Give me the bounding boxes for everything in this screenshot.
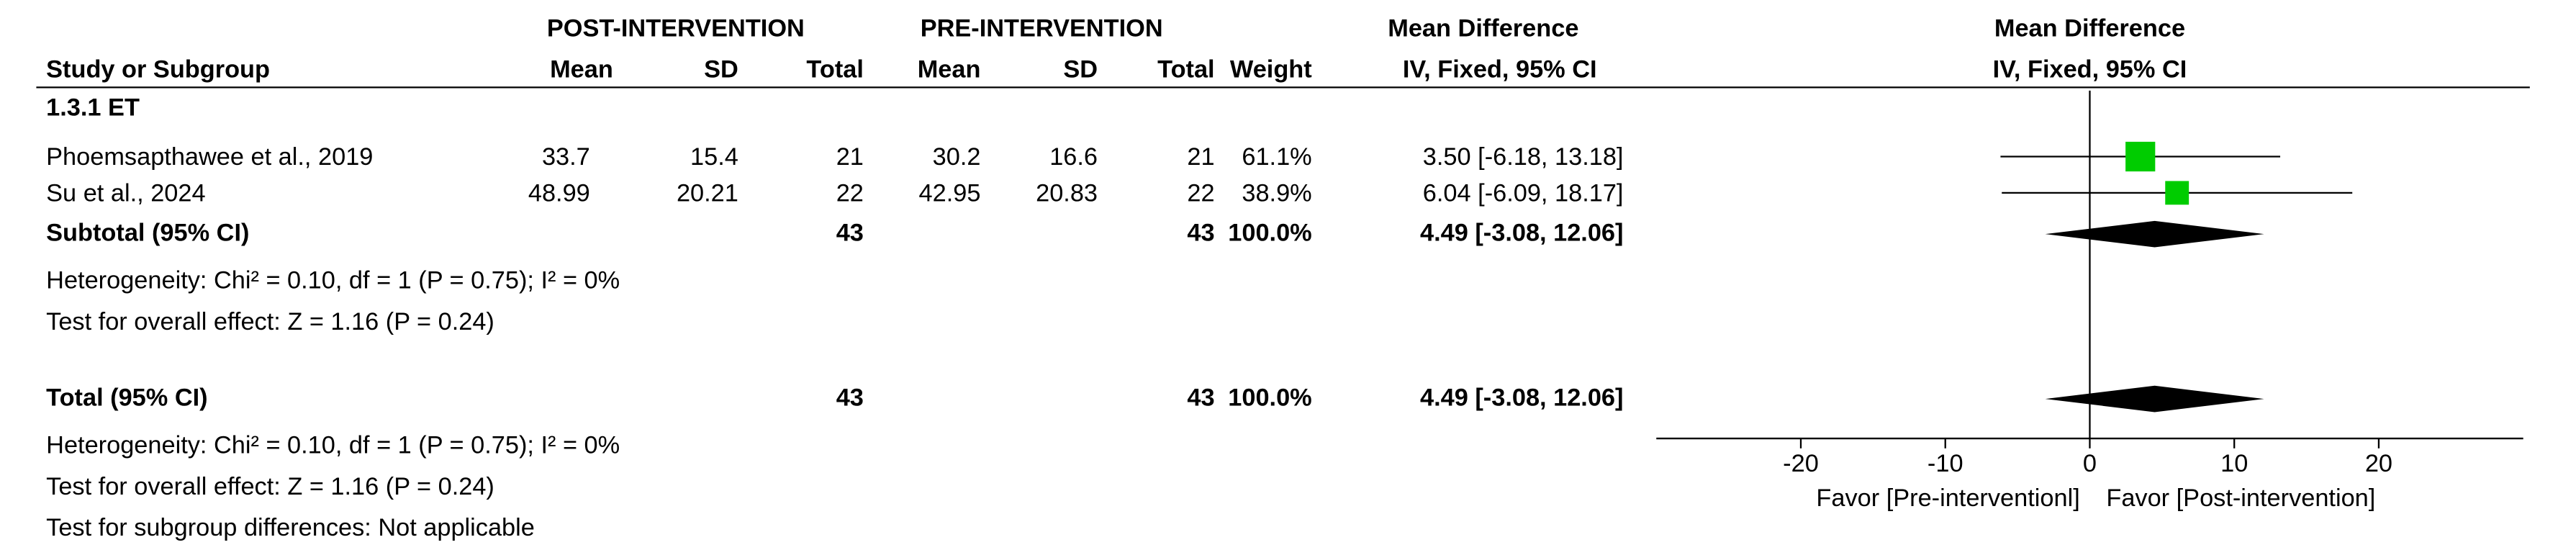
- group-header: PRE-INTERVENTION: [921, 14, 1163, 42]
- cell: 20.21: [677, 179, 738, 207]
- x-tick-label: -10: [1928, 450, 1963, 477]
- summary-name: Subtotal (95% CI): [46, 219, 249, 246]
- cell: 16.6: [1049, 143, 1098, 171]
- summary-diamond: [2045, 385, 2264, 412]
- x-tick-label: 20: [2365, 450, 2392, 477]
- cell: 43: [1187, 384, 1214, 411]
- cell: 100.0%: [1228, 219, 1311, 246]
- cell: 15.4: [690, 143, 738, 171]
- plot-header: Mean Difference: [1994, 14, 2185, 42]
- cell: 4.49 [-3.08, 12.06]: [1420, 219, 1623, 246]
- column-header: Weight: [1230, 56, 1312, 84]
- column-header: Study or Subgroup: [46, 56, 270, 84]
- summary-diamond: [2045, 220, 2264, 248]
- x-tick-label: 0: [2083, 450, 2097, 477]
- overall-effect: Test for overall effect: Z = 1.16 (P = 0…: [46, 473, 494, 500]
- favor-label: Favor [Post-intervention]: [2106, 484, 2375, 512]
- column-header: Total: [1157, 56, 1214, 84]
- cell: 21: [836, 143, 864, 171]
- cell: 3.50 [-6.18, 13.18]: [1423, 143, 1624, 171]
- x-tick-label: 10: [2220, 450, 2248, 477]
- x-tick-label: -20: [1783, 450, 1819, 477]
- column-header: IV, Fixed, 95% CI: [1403, 56, 1597, 84]
- column-header: SD: [1063, 56, 1098, 84]
- summary-name: Total (95% CI): [46, 384, 207, 411]
- favor-label: Favor [Pre-interventionl]: [1816, 484, 2079, 512]
- column-header: Total: [806, 56, 863, 84]
- overall-effect: Test for overall effect: Z = 1.16 (P = 0…: [46, 308, 494, 335]
- study-name: Phoemsapthawee et al., 2019: [46, 143, 373, 171]
- column-header: SD: [704, 56, 738, 84]
- cell: 48.99: [528, 179, 590, 207]
- cell: 20.83: [1036, 179, 1098, 207]
- cell: 42.95: [919, 179, 981, 207]
- heterogeneity: Heterogeneity: Chi² = 0.10, df = 1 (P = …: [46, 432, 620, 459]
- cell: 100.0%: [1228, 384, 1311, 411]
- cell: 43: [836, 384, 864, 411]
- effect-header: Mean Difference: [1388, 14, 1578, 42]
- group-header: POST-INTERVENTION: [547, 14, 805, 42]
- study-name: Su et al., 2024: [46, 179, 205, 207]
- column-header: Mean: [550, 56, 613, 84]
- cell: 4.49 [-3.08, 12.06]: [1420, 384, 1623, 411]
- subgroup-diff: Test for subgroup differences: Not appli…: [46, 514, 535, 541]
- cell: 33.7: [542, 143, 590, 171]
- column-header: Mean: [918, 56, 981, 84]
- cell: 43: [1187, 219, 1214, 246]
- cell: 22: [1187, 179, 1214, 207]
- heterogeneity: Heterogeneity: Chi² = 0.10, df = 1 (P = …: [46, 267, 620, 294]
- cell: 43: [836, 219, 864, 246]
- subgroup-label: 1.3.1 ET: [46, 94, 140, 121]
- study-square: [2165, 181, 2189, 205]
- cell: 22: [836, 179, 864, 207]
- cell: 61.1%: [1242, 143, 1311, 171]
- cell: 21: [1187, 143, 1214, 171]
- cell: 30.2: [933, 143, 981, 171]
- cell: 6.04 [-6.09, 18.17]: [1423, 179, 1624, 207]
- study-square: [2125, 141, 2156, 172]
- cell: 38.9%: [1242, 179, 1311, 207]
- plot-header: IV, Fixed, 95% CI: [1993, 56, 2187, 84]
